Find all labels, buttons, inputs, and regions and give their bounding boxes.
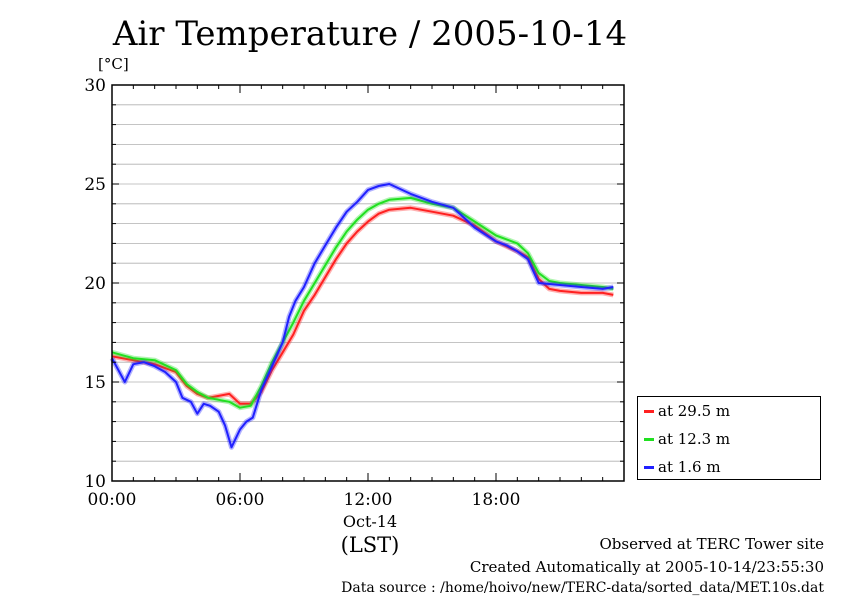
axis-ticks: 10 15 20 25 30 00:00 06:00 12:00 18:00 [84,76,625,510]
legend-label-29-5m: at 29.5 m [658,402,731,420]
legend-item-1-6m: at 1.6 m [644,456,721,478]
y-tick-label: 10 [84,472,106,492]
legend-swatch-29-5m [644,409,654,413]
x-axis-title: (LST) [340,533,400,557]
note-created: Created Automatically at 2005-10-14/23:5… [469,558,824,576]
y-tick-label: 30 [84,76,106,96]
note-data-source: Data source : /home/hoivo/new/TERC-data/… [341,580,824,596]
series-lines [109,181,614,450]
series-line-2 [111,183,614,449]
y-tick-label: 25 [84,175,106,195]
note-observed: Observed at TERC Tower site [599,535,824,553]
legend-swatch-12-3m [644,437,654,441]
series-line-0 [111,206,614,405]
legend-label-12-3m: at 12.3 m [658,430,731,448]
legend-label-1-6m: at 1.6 m [658,458,721,476]
series-halo-0 [111,205,614,407]
legend-item-29-5m: at 29.5 m [644,400,730,422]
series-line-1 [111,196,614,409]
grid [112,104,624,462]
y-tick-label: 20 [84,274,106,294]
legend: at 29.5 m at 12.3 m at 1.6 m [637,396,821,480]
x-tick-label: 06:00 [216,490,265,510]
chart-title: Air Temperature / 2005-10-14 [112,14,628,54]
legend-swatch-1-6m [644,465,654,469]
x-tick-label: 12:00 [344,490,393,510]
y-axis-unit: [°C] [98,55,129,73]
legend-item-12-3m: at 12.3 m [644,428,730,450]
x-tick-label: 00:00 [88,490,137,510]
x-tick-label: 18:00 [472,490,521,510]
y-tick-label: 15 [84,373,106,393]
x-axis-date-label: Oct-14 [342,512,398,531]
